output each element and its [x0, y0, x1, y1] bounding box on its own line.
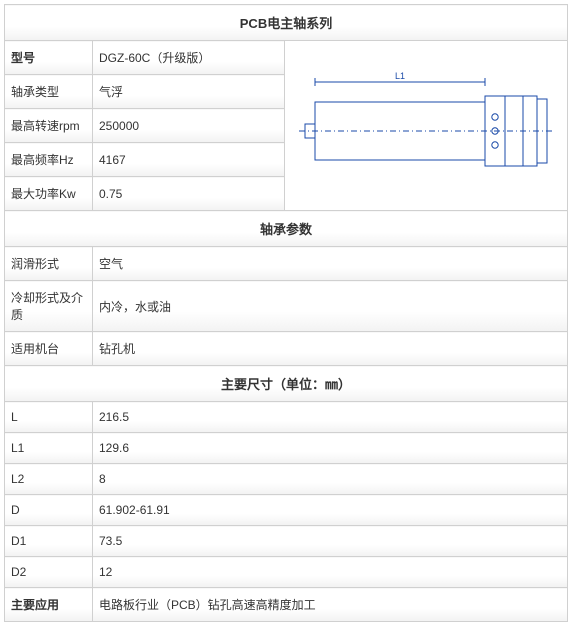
spec-label: 适用机台 [5, 332, 93, 366]
spec-value: 129.6 [93, 433, 568, 464]
spec-label: L [5, 402, 93, 433]
spec-table: PCB电主轴系列型号DGZ-60C（升级版） L1 轴承类型气浮最高转速rpm2… [4, 4, 568, 622]
spec-value: 61.902-61.91 [93, 495, 568, 526]
spec-label: 润滑形式 [5, 247, 93, 281]
spec-value: 气浮 [93, 75, 285, 109]
spec-label: 最大功率Kw [5, 177, 93, 211]
spec-value: 8 [93, 464, 568, 495]
diagram-cell: L1 [285, 41, 568, 211]
spec-value: 216.5 [93, 402, 568, 433]
spec-value: 钻孔机 [93, 332, 568, 366]
spec-label: D1 [5, 526, 93, 557]
spec-label: 型号 [5, 41, 93, 75]
spec-label: L2 [5, 464, 93, 495]
spec-value: 250000 [93, 109, 285, 143]
bearing-header: 轴承参数 [5, 211, 568, 247]
spec-label: D [5, 495, 93, 526]
spec-value: DGZ-60C（升级版） [93, 41, 285, 75]
application-label: 主要应用 [5, 588, 93, 622]
application-value: 电路板行业（PCB）钻孔高速高精度加工 [93, 588, 568, 622]
spec-value: 4167 [93, 143, 285, 177]
series-header: PCB电主轴系列 [5, 5, 568, 41]
spec-value: 0.75 [93, 177, 285, 211]
spec-label: 最高转速rpm [5, 109, 93, 143]
spec-value: 内冷，水或油 [93, 281, 568, 332]
spec-value: 空气 [93, 247, 568, 281]
spec-label: D2 [5, 557, 93, 588]
svg-text:L1: L1 [395, 71, 405, 81]
spec-value: 12 [93, 557, 568, 588]
spindle-diagram: L1 [291, 66, 561, 186]
spec-label: 冷却形式及介质 [5, 281, 93, 332]
spec-label: 轴承类型 [5, 75, 93, 109]
spec-value: 73.5 [93, 526, 568, 557]
spec-label: 最高频率Hz [5, 143, 93, 177]
dims-header: 主要尺寸（单位：㎜） [5, 366, 568, 402]
spec-label: L1 [5, 433, 93, 464]
